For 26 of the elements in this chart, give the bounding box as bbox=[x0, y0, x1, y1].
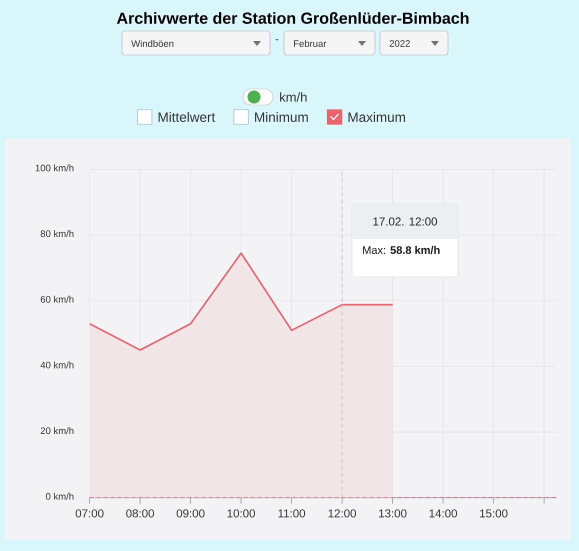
text: Mittelwert bbox=[158, 112, 216, 122]
text: - bbox=[276, 39, 278, 40]
text: 2022 bbox=[390, 40, 410, 47]
x-tick-label: 08:00 bbox=[126, 509, 154, 518]
x-tick-label: 09:00 bbox=[176, 509, 205, 518]
y-tick-label: 40 km/h bbox=[40, 361, 74, 368]
annotation: Max: 58.8 km/h bbox=[363, 246, 440, 254]
chart-title: Archivwerte der Station Großenlüder-Bimbach bbox=[116, 12, 468, 24]
x-tick-label: 15:00 bbox=[480, 509, 508, 518]
x-tick-label: 10:00 bbox=[228, 509, 256, 518]
y-tick-label: 20 km/h bbox=[40, 427, 74, 434]
y-tick-label: 100 km/h bbox=[36, 164, 74, 172]
text: km/h bbox=[280, 92, 307, 102]
text: Minimum bbox=[255, 112, 308, 122]
legend-label: Maximum bbox=[348, 112, 406, 122]
x-tick-label: 12:00 bbox=[328, 509, 356, 518]
x-tick-label: 07:00 bbox=[76, 509, 104, 518]
text: Februar bbox=[294, 40, 326, 47]
x-tick-label: 11:00 bbox=[278, 509, 306, 518]
y-tick-label: 60 km/h bbox=[40, 296, 74, 303]
x-tick-label: 14:00 bbox=[430, 509, 458, 518]
text: Windböen bbox=[131, 40, 174, 47]
x-tick-label: 13:00 bbox=[379, 509, 407, 518]
y-tick-label: 80 km/h bbox=[40, 230, 74, 238]
y-tick-label: 0 km/h bbox=[46, 492, 74, 500]
annotation: 17.02. 12:00 bbox=[373, 217, 438, 226]
